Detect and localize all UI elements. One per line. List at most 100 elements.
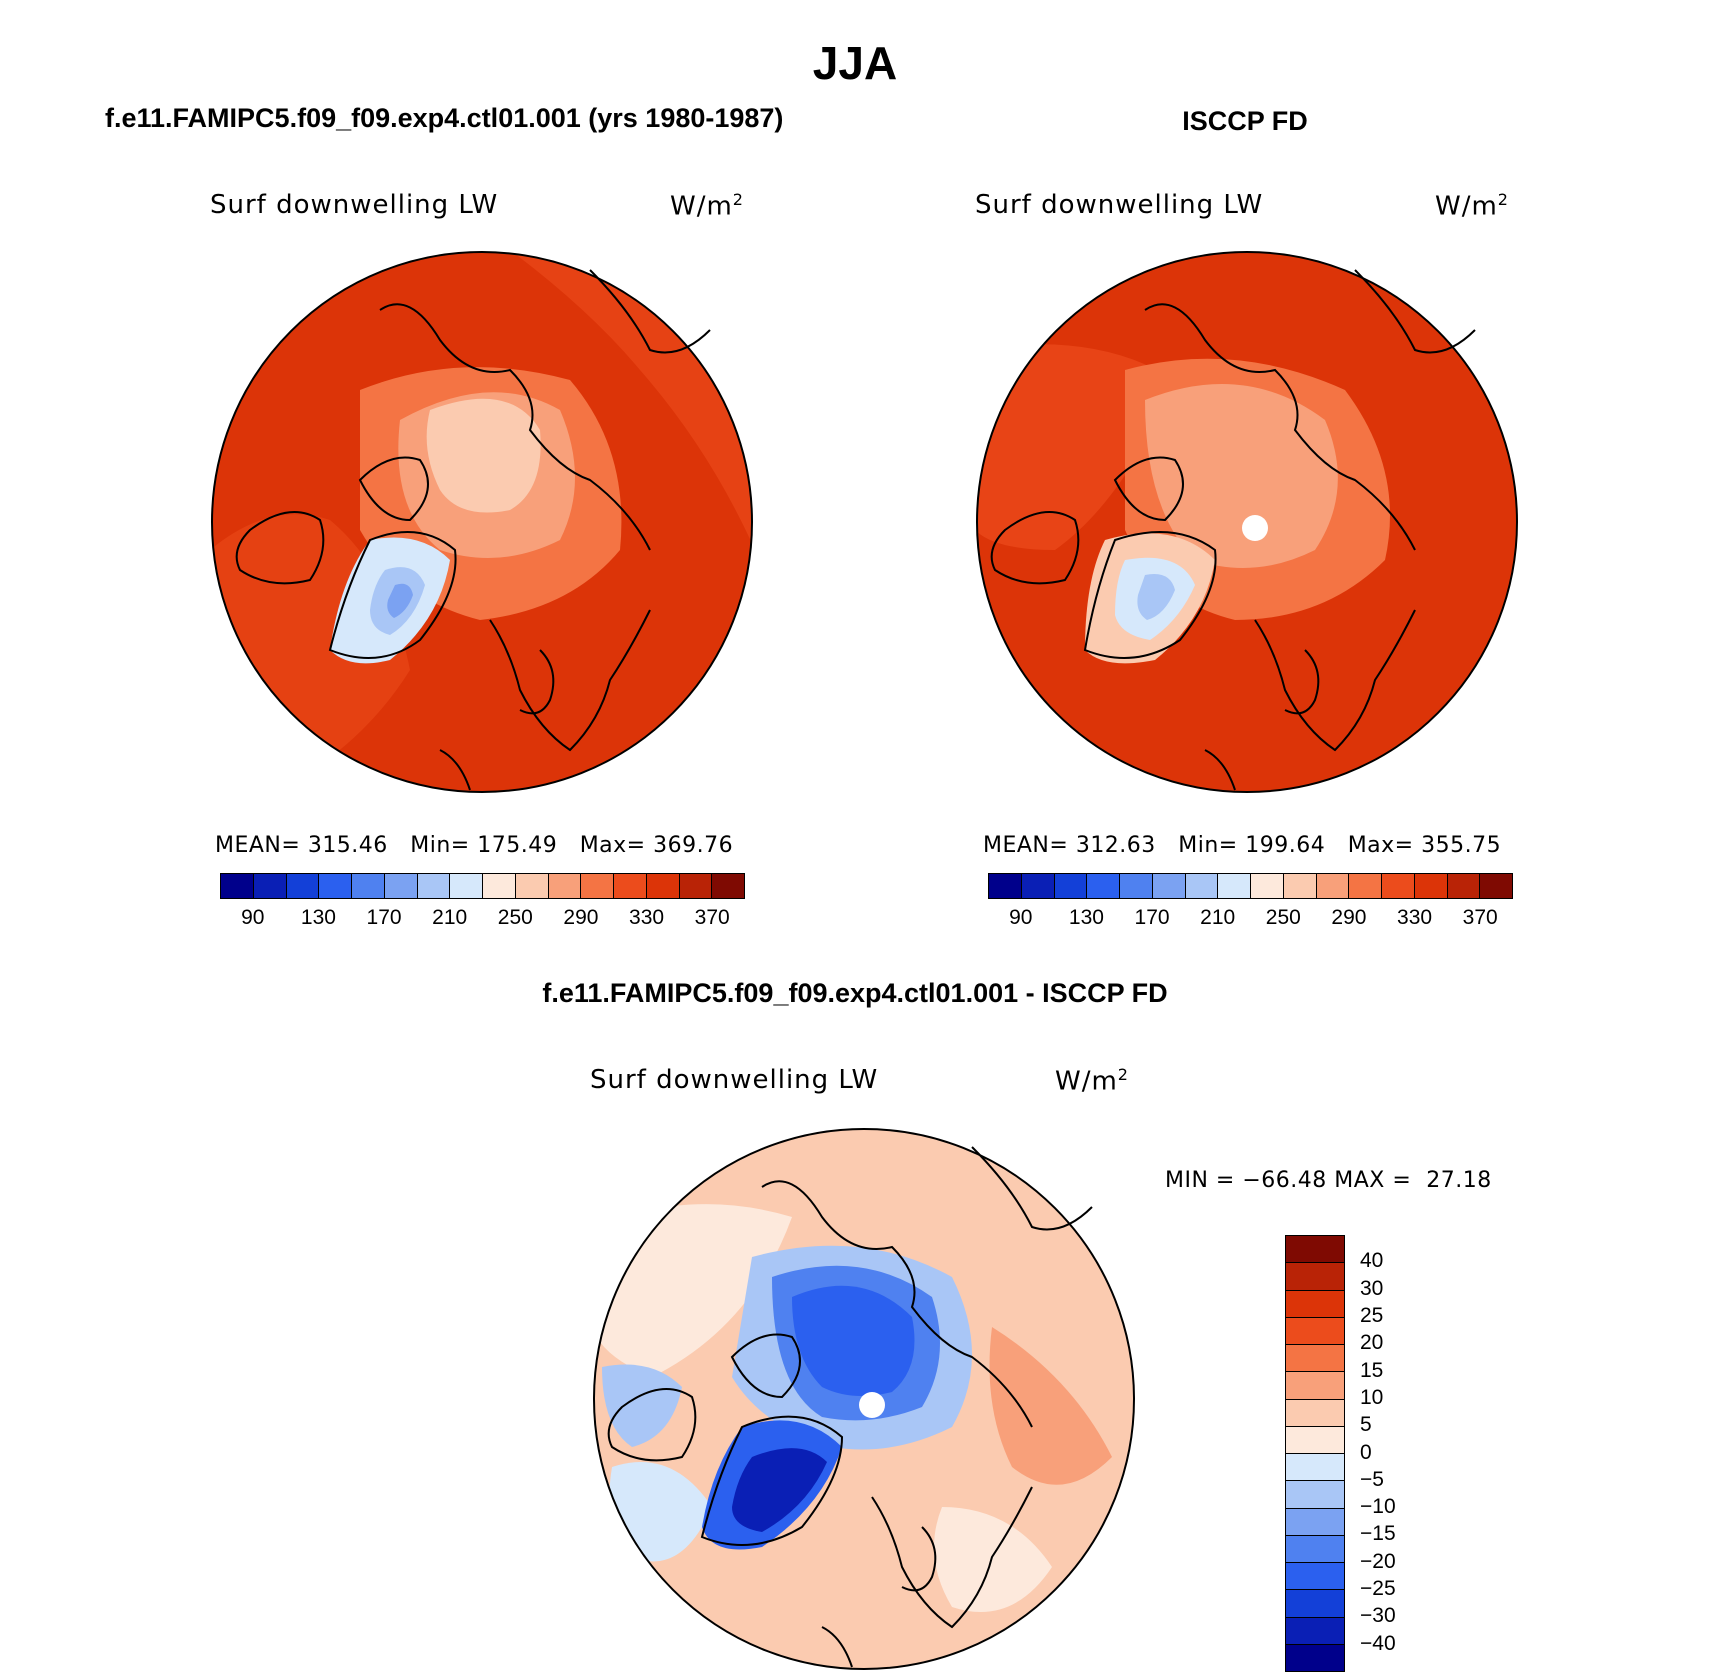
colorbar-swatch	[449, 874, 482, 898]
colorbar-swatch	[482, 874, 515, 898]
colorbar-swatch	[1250, 874, 1283, 898]
colorbar-tick-label: 0	[1360, 1440, 1372, 1464]
panel-2-units: W/m2	[1435, 190, 1509, 222]
colorbar-swatch	[1286, 1289, 1344, 1317]
colorbar-swatch	[1119, 874, 1152, 898]
colorbar-swatch	[1020, 874, 1054, 898]
panel-1-variable: Surf downwelling LW	[210, 190, 499, 220]
colorbar-swatch	[547, 874, 581, 898]
colorbar-tick-label: 30	[1360, 1276, 1384, 1300]
colorbar-tick-label: 25	[1360, 1303, 1384, 1327]
colorbar-tick-label: 20	[1360, 1331, 1384, 1355]
colorbar-tick-label: 5	[1360, 1413, 1372, 1437]
colorbar-swatch	[1286, 1398, 1344, 1426]
colorbar-swatch	[1479, 874, 1512, 898]
colorbar-tick-label: 40	[1360, 1249, 1384, 1273]
panel-3-units: W/m2	[1055, 1065, 1129, 1097]
colorbar-swatch	[1282, 874, 1316, 898]
colorbar-swatch	[351, 874, 384, 898]
colorbar-tick-label: 15	[1360, 1358, 1384, 1382]
colorbar-swatch	[285, 874, 319, 898]
colorbar-panel-3-ticks: 40 30 25 20 15 10 5 0 −5 −10 −15 −20 −25 −30 −40	[1352, 1235, 1432, 1672]
colorbar-swatch	[580, 874, 613, 898]
map-panel-1	[211, 251, 753, 793]
colorbar-swatch	[711, 874, 744, 898]
colorbar-swatch	[1217, 874, 1250, 898]
colorbar-panel-3	[1285, 1235, 1345, 1672]
panel-3-header: f.e11.FAMIPC5.f09_f09.exp4.ctl01.001 - I…	[542, 978, 1168, 1008]
colorbar-swatch	[1286, 1425, 1344, 1453]
colorbar-panel-2	[988, 873, 1513, 899]
colorbar-tick-label: −20	[1360, 1549, 1396, 1573]
colorbar-swatch	[1286, 1453, 1344, 1481]
colorbar-swatch	[613, 874, 646, 898]
colorbar-swatch	[416, 874, 450, 898]
colorbar-panel-2-ticks: 90 130 170 210 250 290 330 370	[988, 906, 1513, 932]
colorbar-swatch	[1286, 1562, 1344, 1590]
colorbar-tick-label: −40	[1360, 1631, 1396, 1655]
colorbar-tick-label: 170	[1134, 906, 1170, 929]
colorbar-tick-label: 90	[241, 906, 265, 929]
colorbar-tick-label: 330	[629, 906, 665, 929]
colorbar-swatch	[1286, 1236, 1344, 1263]
colorbar-swatch	[645, 874, 679, 898]
colorbar-tick-label: −10	[1360, 1495, 1396, 1519]
colorbar-tick-label: 250	[1265, 906, 1301, 929]
colorbar-swatch	[221, 874, 253, 898]
colorbar-swatch	[1286, 1589, 1344, 1617]
colorbar-tick-label: −5	[1360, 1467, 1384, 1491]
panel-1-header: f.e11.FAMIPC5.f09_f09.exp4.ctl01.001 (yr…	[105, 103, 784, 133]
colorbar-tick-label: 370	[694, 906, 730, 929]
colorbar-tick-label: 90	[1009, 906, 1033, 929]
colorbar-tick-label: 290	[563, 906, 599, 929]
colorbar-tick-label: −25	[1360, 1577, 1396, 1601]
map-panel-2	[976, 251, 1518, 793]
panel-2-header: ISCCP FD	[1182, 106, 1308, 136]
panel-2-variable: Surf downwelling LW	[975, 190, 1264, 220]
colorbar-tick-label: 130	[1068, 906, 1104, 929]
colorbar-swatch	[1315, 874, 1349, 898]
colorbar-swatch	[989, 874, 1021, 898]
colorbar-swatch	[1286, 1262, 1344, 1290]
colorbar-swatch	[1348, 874, 1381, 898]
panel-2-stats: MEAN= 312.63 Min= 199.64 Max= 355.75	[983, 833, 1502, 858]
panel-1-stats: MEAN= 315.46 Min= 175.49 Max= 369.76	[215, 833, 734, 858]
colorbar-tick-label: 290	[1331, 906, 1367, 929]
colorbar-swatch	[1286, 1616, 1344, 1644]
panel-1-units: W/m2	[670, 190, 744, 222]
map-panel-3	[593, 1128, 1135, 1670]
colorbar-swatch	[1286, 1344, 1344, 1372]
colorbar-swatch	[1286, 1316, 1344, 1344]
colorbar-swatch	[383, 874, 417, 898]
colorbar-swatch	[1286, 1507, 1344, 1535]
colorbar-swatch	[1381, 874, 1414, 898]
colorbar-tick-label: 170	[366, 906, 402, 929]
colorbar-tick-label: −15	[1360, 1522, 1396, 1546]
panel-3-variable: Surf downwelling LW	[590, 1065, 879, 1095]
colorbar-tick-label: 130	[300, 906, 336, 929]
colorbar-swatch	[514, 874, 548, 898]
colorbar-swatch	[1086, 874, 1119, 898]
colorbar-tick-label: −30	[1360, 1604, 1396, 1628]
colorbar-swatch	[1286, 1480, 1344, 1508]
colorbar-swatch	[1184, 874, 1218, 898]
colorbar-tick-label: 370	[1462, 906, 1498, 929]
colorbar-tick-label: 210	[1200, 906, 1236, 929]
colorbar-tick-label: 250	[497, 906, 533, 929]
colorbar-swatch	[1151, 874, 1185, 898]
colorbar-swatch	[252, 874, 286, 898]
colorbar-swatch	[1446, 874, 1480, 898]
colorbar-swatch	[1053, 874, 1087, 898]
colorbar-swatch	[1286, 1371, 1344, 1399]
colorbar-tick-label: 330	[1397, 906, 1433, 929]
colorbar-swatch	[318, 874, 351, 898]
colorbar-panel-1	[220, 873, 745, 899]
colorbar-swatch	[678, 874, 712, 898]
colorbar-swatch	[1413, 874, 1447, 898]
colorbar-swatch	[1286, 1534, 1344, 1562]
figure-title: JJA	[812, 37, 898, 89]
colorbar-panel-1-ticks: 90 130 170 210 250 290 330 370	[220, 906, 745, 932]
panel-3-stats: MIN = −66.48 MAX = 27.18	[1165, 1168, 1492, 1193]
colorbar-tick-label: 210	[432, 906, 468, 929]
colorbar-tick-label: 10	[1360, 1385, 1384, 1409]
